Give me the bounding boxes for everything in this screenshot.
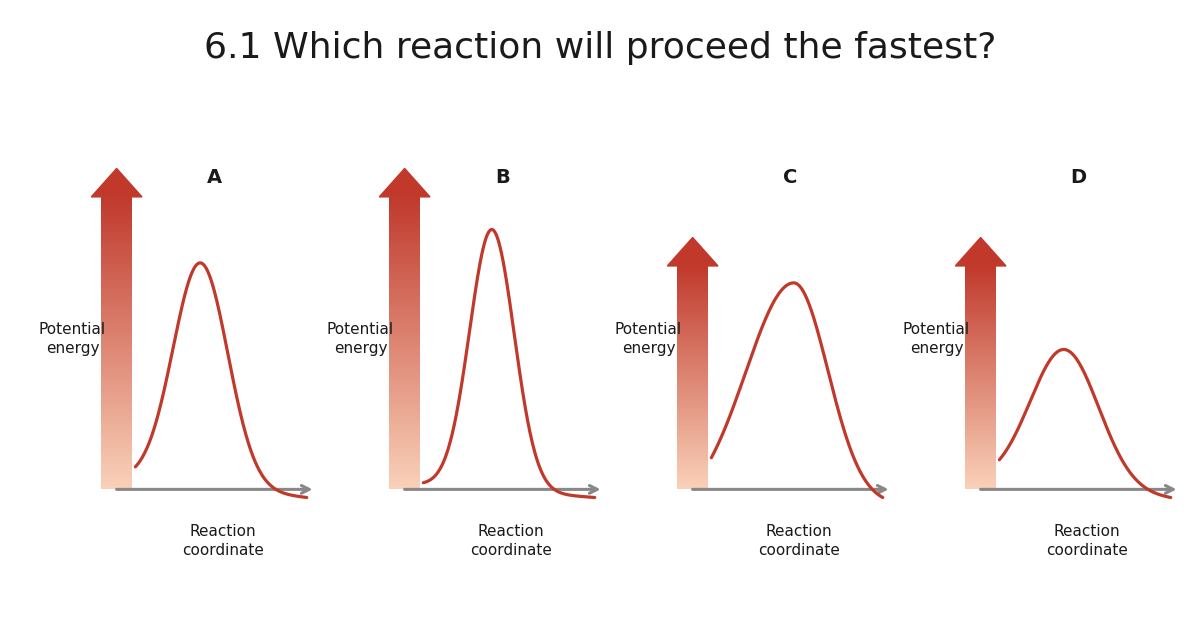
Text: Reaction
coordinate: Reaction coordinate xyxy=(758,524,840,559)
Text: Potential
energy: Potential energy xyxy=(38,322,106,356)
Text: 6.1 Which reaction will proceed the fastest?: 6.1 Which reaction will proceed the fast… xyxy=(204,31,996,65)
Polygon shape xyxy=(955,238,1006,266)
Text: Reaction
coordinate: Reaction coordinate xyxy=(182,524,264,559)
Polygon shape xyxy=(667,238,718,266)
Text: Potential
energy: Potential energy xyxy=(614,322,682,356)
Text: Potential
energy: Potential energy xyxy=(902,322,970,356)
Text: Reaction
coordinate: Reaction coordinate xyxy=(1046,524,1128,559)
Text: D: D xyxy=(1070,168,1087,187)
Text: B: B xyxy=(496,168,510,187)
Text: Reaction
coordinate: Reaction coordinate xyxy=(470,524,552,559)
Text: Potential
energy: Potential energy xyxy=(326,322,394,356)
Text: C: C xyxy=(784,168,798,187)
Polygon shape xyxy=(379,168,430,197)
Polygon shape xyxy=(91,168,142,197)
Text: A: A xyxy=(206,168,222,187)
